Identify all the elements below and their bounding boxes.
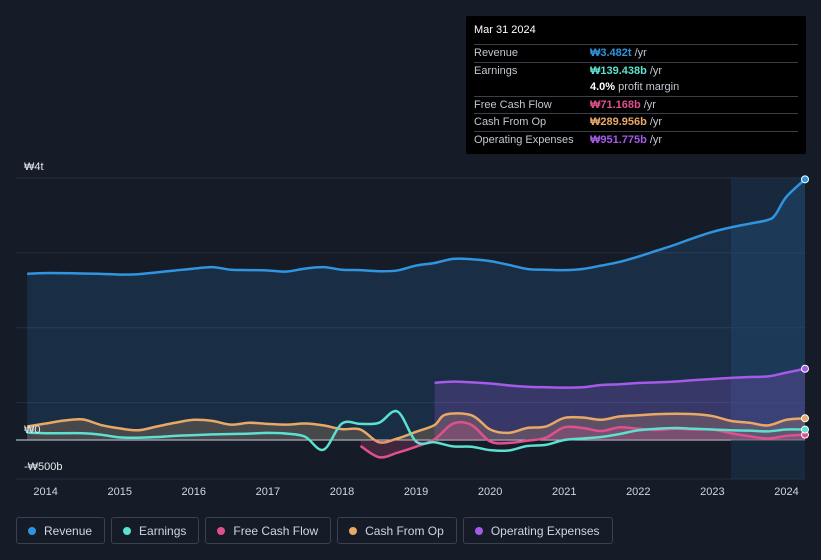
x-tick-label: 2019 xyxy=(404,486,428,498)
tooltip-unit: /yr xyxy=(643,98,656,111)
revenue-area xyxy=(27,179,806,441)
legend-item-free-cash-flow[interactable]: Free Cash Flow xyxy=(205,517,332,544)
tooltip-label: Operating Expenses xyxy=(474,133,574,146)
tooltip-row-revenue: Revenue ₩3.482t /yr xyxy=(474,44,798,62)
grid-lines xyxy=(16,177,805,480)
x-tick-label: 2021 xyxy=(552,486,576,498)
cash-from-op-line xyxy=(26,412,806,444)
tooltip-unit: /yr xyxy=(634,47,647,60)
legend-label: Earnings xyxy=(139,523,187,538)
series-layer xyxy=(26,178,806,459)
tooltip-value: ₩71.168b xyxy=(590,98,641,111)
tooltip-row-operating-expenses: Operating Expenses ₩951.775b /yr xyxy=(474,130,798,149)
tooltip-label: Cash From Op xyxy=(474,116,547,129)
tooltip-row-free-cash-flow: Free Cash Flow ₩71.168b /yr xyxy=(474,95,798,114)
end-markers xyxy=(801,175,809,439)
tooltip-value: ₩139.438b xyxy=(590,64,647,77)
legend-item-revenue[interactable]: Revenue xyxy=(16,517,106,544)
tooltip-date: Mar 31 2024 xyxy=(474,24,536,36)
free-cash-flow-line xyxy=(359,420,806,459)
revenue-line xyxy=(27,178,806,276)
x-tick-label: 2023 xyxy=(700,486,724,498)
y-tick-label: ₩4t xyxy=(24,161,44,173)
x-tick-label: 2015 xyxy=(107,486,131,498)
tooltip-label: Free Cash Flow xyxy=(474,98,552,111)
legend-dot-icon xyxy=(123,526,132,535)
tooltip-unit: /yr xyxy=(649,133,663,146)
x-tick-label: 2020 xyxy=(478,486,502,498)
cash-from-op-end-marker xyxy=(801,414,809,423)
legend-dot-icon xyxy=(28,526,36,535)
revenue-end-marker xyxy=(801,175,809,184)
x-axis-labels: 2014 2015 2016 2017 2018 2019 2020 2021 2022 2023… xyxy=(33,486,798,498)
x-tick-label: 2016 xyxy=(182,486,206,498)
legend-item-cash-from-op[interactable]: Cash From Op xyxy=(337,517,457,544)
operating-expenses-line xyxy=(434,367,806,389)
x-tick-label: 2022 xyxy=(626,486,650,498)
operating-expenses-end-marker xyxy=(801,364,809,373)
tooltip-value: ₩951.775b xyxy=(590,133,647,146)
x-tick-label: 2017 xyxy=(256,486,280,498)
free-cash-flow-area xyxy=(360,422,805,458)
tooltip-unit: /yr xyxy=(649,64,663,77)
tooltip-value: ₩289.956b xyxy=(590,116,647,129)
x-tick-label: 2024 xyxy=(774,486,798,498)
legend-item-earnings[interactable]: Earnings xyxy=(111,517,200,544)
chart-legend: Revenue Earnings Free Cash Flow Cash Fro… xyxy=(16,517,613,544)
earnings-end-marker xyxy=(801,425,809,434)
earnings-line xyxy=(27,409,806,453)
legend-label: Free Cash Flow xyxy=(233,523,319,538)
tooltip-label: Revenue xyxy=(474,47,519,60)
tooltip-unit: profit margin xyxy=(618,81,680,94)
tooltip-row-earnings: Earnings ₩139.438b /yr xyxy=(474,61,798,80)
tooltip-value: 4.0% xyxy=(590,81,616,94)
x-tick-label: 2018 xyxy=(330,486,354,498)
legend-dot-icon xyxy=(217,526,226,535)
y-axis-labels: ₩4t ₩0 -₩500b xyxy=(24,161,63,473)
legend-label: Revenue xyxy=(44,523,93,538)
y-tick-label: -₩500b xyxy=(24,461,63,473)
legend-dot-icon xyxy=(474,526,483,535)
operating-expenses-area xyxy=(434,368,805,440)
tooltip-unit: /yr xyxy=(649,116,663,129)
legend-dot-icon xyxy=(349,526,358,535)
legend-label: Operating Expenses xyxy=(490,523,600,538)
legend-item-operating-expenses[interactable]: Operating Expenses xyxy=(462,517,613,544)
data-tooltip: Mar 31 2024 Revenue ₩3.482t /yr Earnings… xyxy=(466,16,806,154)
y-tick-label: ₩0 xyxy=(24,424,41,436)
tooltip-row-profit-margin: 4.0% profit margin xyxy=(474,79,798,96)
tooltip-value: ₩3.482t xyxy=(590,47,632,60)
tooltip-label: Earnings xyxy=(474,64,518,77)
legend-label: Cash From Op xyxy=(365,523,444,538)
tooltip-row-cash-from-op: Cash From Op ₩289.956b /yr xyxy=(474,113,798,131)
x-tick-label: 2014 xyxy=(33,486,57,498)
